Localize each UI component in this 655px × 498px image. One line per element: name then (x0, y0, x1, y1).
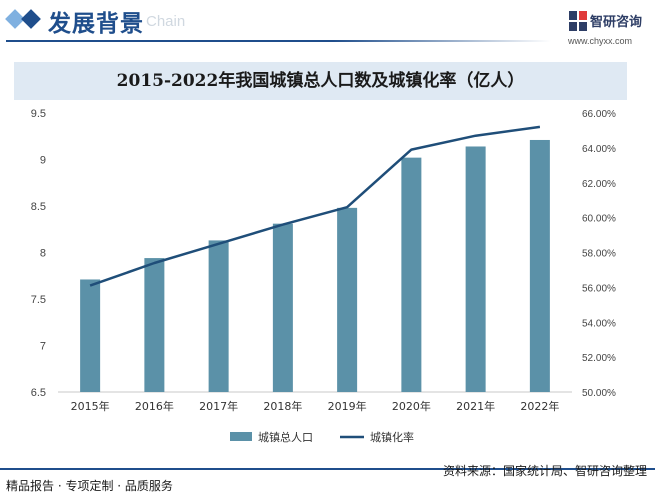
legend-bar-swatch (230, 432, 252, 441)
legend-label-population: 城镇总人口 (258, 430, 313, 444)
brand-url: www.chyxx.com (568, 36, 633, 46)
legend-label-rate: 城镇化率 (370, 430, 414, 444)
header: 发展背景 Chain (0, 0, 655, 44)
bar-urban-population (401, 157, 422, 392)
y-right-tick-label: 58.00% (582, 249, 616, 260)
footer-divider (0, 468, 655, 470)
y-right-tick-label: 50.00% (582, 388, 616, 399)
y-left-tick-label: 8.5 (31, 201, 46, 213)
bar-urban-population (208, 240, 229, 392)
x-tick-label: 2015年 (71, 399, 110, 413)
y-left-tick-label: 7 (40, 341, 46, 353)
section-subtitle: Chain (146, 13, 186, 30)
y-right-tick-label: 54.00% (582, 318, 616, 329)
y-left-tick-label: 9 (40, 155, 46, 167)
y-right-tick-label: 64.00% (582, 144, 616, 155)
footer-slogan: 精品报告 · 专项定制 · 品质服务 (6, 479, 173, 493)
y-left-tick-label: 6.5 (31, 387, 46, 399)
section-title: 发展背景 (48, 11, 144, 37)
x-tick-label: 2016年 (135, 399, 174, 413)
y-right-tick-label: 66.00% (582, 109, 616, 120)
brand-logo: 智研咨询 www.chyxx.com (568, 8, 652, 48)
brand-name: 智研咨询 (590, 15, 643, 30)
y-right-tick-label: 62.00% (582, 179, 616, 190)
x-tick-label: 2021年 (456, 399, 495, 413)
brand-logo-icon (569, 11, 587, 31)
x-tick-label: 2018年 (263, 399, 302, 413)
bar-urban-population (80, 279, 101, 392)
x-tick-label: 2017年 (199, 399, 238, 413)
line-urbanization-rate (89, 125, 541, 287)
x-tick-label: 2022年 (520, 399, 559, 413)
y-right-tick-label: 60.00% (582, 214, 616, 225)
y-left-tick-label: 8 (40, 248, 46, 260)
x-tick-label: 2020年 (392, 399, 431, 413)
chart-title: 2015-2022年我国城镇总人口数及城镇化率（亿人） (116, 71, 525, 91)
bar-urban-population (337, 207, 358, 392)
bar-urban-population (465, 146, 486, 392)
bar-urban-population (272, 223, 293, 392)
y-left-tick-label: 7.5 (31, 294, 46, 306)
y-left-tick-label: 9.5 (31, 108, 46, 120)
header-divider (6, 40, 551, 42)
source-note: 资料来源：国家统计局、智研咨询整理 (442, 464, 647, 478)
x-tick-label: 2019年 (328, 399, 367, 413)
chart-title-bar: 2015-2022年我国城镇总人口数及城镇化率（亿人） (14, 62, 627, 100)
y-right-tick-label: 56.00% (582, 283, 616, 294)
bar-urban-population (529, 139, 550, 392)
y-right-tick-label: 52.00% (582, 353, 616, 364)
bar-urban-population (144, 258, 165, 392)
